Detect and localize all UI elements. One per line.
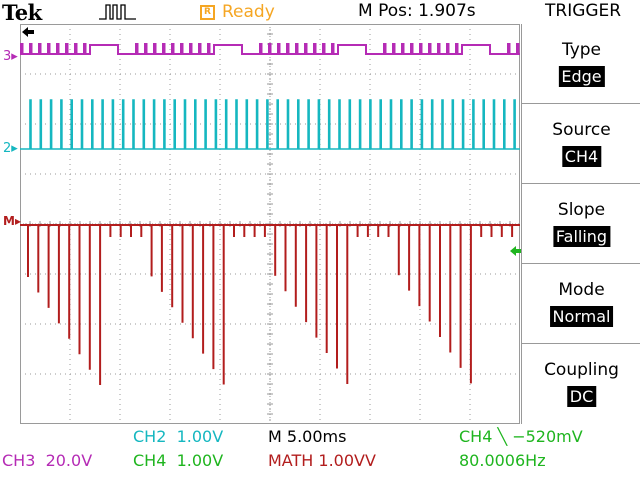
horizontal-position: M Pos: 1.907s: [358, 1, 476, 21]
frequency-readout: 80.0006Hz: [459, 451, 546, 470]
ready-box-icon: R: [200, 4, 215, 20]
trigger-menu: Type Edge Source CH4 Slope Falling Mode …: [521, 24, 640, 424]
math-marker: M▸: [3, 214, 21, 228]
acquisition-status: R Ready: [200, 1, 275, 23]
falling-edge-icon: ╲: [497, 427, 508, 446]
ch2-marker: 2▸: [3, 141, 18, 156]
ch3-readout: CH3 20.0V: [2, 451, 93, 470]
menu-item-label: Coupling: [544, 360, 619, 380]
ch3-marker: 3▸: [3, 49, 18, 64]
trigger-position-arrow-icon: [22, 27, 34, 37]
menu-item-mode[interactable]: Mode Normal: [522, 264, 640, 344]
menu-item-label: Slope: [557, 200, 606, 220]
ch2-readout: CH2 1.00V: [133, 427, 224, 446]
math-trace: [20, 224, 520, 385]
menu-title: TRIGGER: [545, 1, 622, 21]
timebase-readout: M 5.00ms: [268, 427, 347, 446]
waveform-display: [20, 24, 520, 424]
trigger-level-arrow-icon: [510, 246, 521, 256]
menu-item-value: Edge: [558, 66, 605, 87]
traces: [20, 44, 520, 385]
status-bar: Tek R Ready M Pos: 1.907s TRIGGER: [0, 0, 640, 25]
menu-item-label: Mode: [558, 280, 605, 300]
menu-item-label: Type: [561, 40, 602, 60]
menu-item-value: DC: [566, 386, 597, 407]
ch3-trace: [20, 43, 520, 55]
brand-logo: Tek: [2, 0, 42, 25]
menu-item-coupling[interactable]: Coupling DC: [522, 344, 640, 423]
trigger-readout: CH4 ╲ −520mV: [459, 427, 583, 446]
menu-item-type[interactable]: Type Edge: [522, 24, 640, 104]
menu-item-source[interactable]: Source CH4: [522, 104, 640, 184]
math-readout: MATH 1.00VV: [268, 451, 376, 470]
menu-item-value: Normal: [549, 306, 614, 327]
menu-item-value: Falling: [552, 226, 611, 247]
menu-item-value: CH4: [561, 146, 602, 167]
status-text: Ready: [222, 2, 275, 22]
ch2-trace: [20, 99, 520, 150]
pulse-waveform-icon: [99, 4, 136, 20]
menu-item-label: Source: [552, 120, 611, 140]
menu-item-slope[interactable]: Slope Falling: [522, 184, 640, 264]
ch4-readout: CH4 1.00V: [133, 451, 224, 470]
